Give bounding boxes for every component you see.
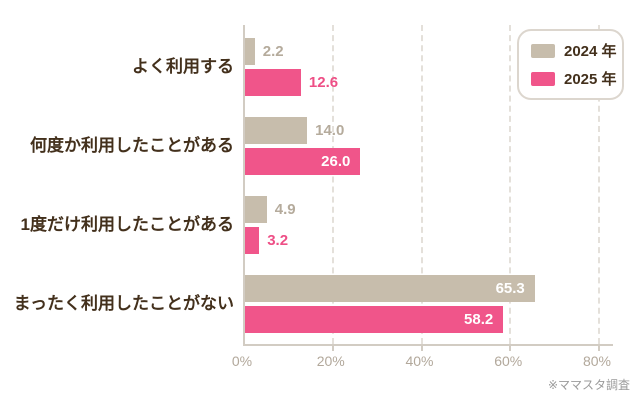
gridline xyxy=(331,25,334,344)
bar-2024年-2 xyxy=(245,196,267,223)
footnote: ※ママスタ調査 xyxy=(547,378,630,392)
bar-2025年-2 xyxy=(245,227,260,254)
x-tick-label: 20% xyxy=(316,353,345,369)
category-label: まったく利用したことがない xyxy=(13,294,234,313)
value-label: 12.6 xyxy=(308,74,339,91)
value-label: 14.0 xyxy=(315,122,345,139)
bar-2024年-3 xyxy=(245,275,535,302)
value-label: 4.9 xyxy=(274,201,296,218)
legend-row: 2024 年 xyxy=(531,40,617,61)
tick-mark xyxy=(598,346,600,351)
gridline xyxy=(598,25,600,344)
value-label: 26.0 xyxy=(321,153,351,170)
tick-mark xyxy=(331,346,334,351)
x-tick-label: 60% xyxy=(494,353,523,369)
legend: 2024 年 2025 年 xyxy=(517,29,624,100)
bar-2025年-0 xyxy=(245,69,301,96)
bar-2025年-1 xyxy=(245,148,361,175)
bar-2024年-0 xyxy=(245,38,255,65)
legend-swatch-icon xyxy=(531,43,555,58)
bar-2025年-3 xyxy=(245,306,504,333)
bar-2024年-1 xyxy=(245,117,308,144)
legend-label: 2025 年 xyxy=(564,71,617,88)
x-tick-label: 0% xyxy=(231,353,253,369)
legend-row: 2025 年 xyxy=(531,68,617,89)
legend-swatch-icon xyxy=(531,71,555,86)
value-label: 65.3 xyxy=(495,280,525,297)
gridline xyxy=(420,25,423,344)
gridline xyxy=(509,25,512,344)
legend-label: 2024 年 xyxy=(564,43,617,60)
plot-area: 2.2 12.6 14.0 26.0 4.9 3.2 65.3 58.2 xyxy=(243,25,613,351)
x-tick-label: 80% xyxy=(582,353,612,369)
category-label: よく利用する xyxy=(132,57,234,76)
value-label: 58.2 xyxy=(464,311,494,328)
value-label: 3.2 xyxy=(267,232,289,249)
category-label: 1度だけ利用したことがある xyxy=(20,215,234,234)
value-label: 2.2 xyxy=(262,43,284,60)
tick-mark xyxy=(420,346,423,351)
x-tick-label: 40% xyxy=(405,353,434,369)
category-label: 何度か利用したことがある xyxy=(30,136,234,155)
tick-mark xyxy=(509,346,512,351)
